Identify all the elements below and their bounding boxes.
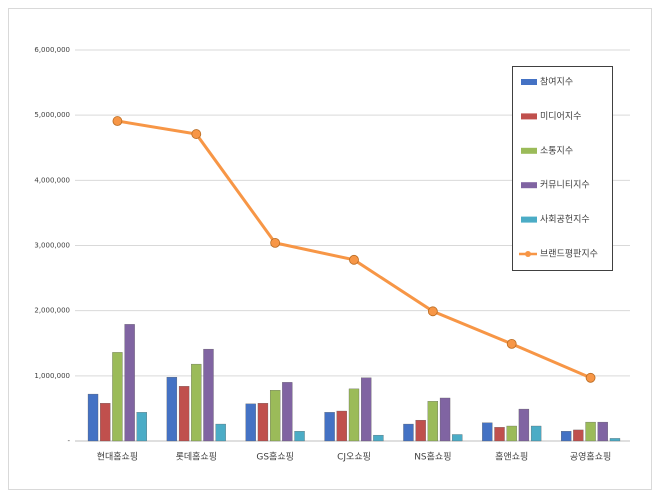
y-tick-label: 6,000,000	[34, 46, 70, 54]
legend-label: 소통지수	[540, 145, 573, 156]
bar	[415, 419, 426, 442]
bar	[439, 397, 451, 442]
bar	[136, 412, 147, 442]
bar	[573, 429, 584, 442]
x-tick-label: CJ오쇼핑	[337, 452, 371, 463]
legend-swatch	[521, 113, 537, 120]
bar	[518, 408, 530, 442]
legend-marker	[525, 251, 531, 257]
legend-swatch	[521, 79, 537, 85]
bar	[336, 410, 347, 442]
x-tick-label: GS홈쇼핑	[256, 451, 294, 463]
bar	[87, 393, 99, 442]
line-point	[506, 339, 517, 349]
legend-swatch	[521, 182, 537, 189]
y-tick-label: 1,000,000	[34, 372, 70, 380]
y-tick-label: -	[67, 437, 70, 445]
bar	[100, 403, 111, 442]
bar	[166, 376, 178, 442]
bar	[178, 386, 190, 442]
bar	[324, 412, 335, 442]
bar	[361, 377, 372, 442]
bar	[269, 390, 281, 442]
legend-swatch	[521, 147, 537, 154]
bar	[482, 422, 493, 442]
legend-label: 미디어지수	[540, 111, 581, 122]
bar	[124, 324, 135, 442]
line-point	[112, 116, 123, 126]
x-tick-label: 현대홈쇼핑	[97, 451, 138, 463]
bar	[494, 427, 505, 442]
bar	[452, 434, 463, 442]
line-point	[270, 237, 281, 248]
bar	[282, 382, 293, 442]
bar	[427, 401, 439, 442]
line-point	[191, 129, 202, 139]
line-point	[349, 254, 359, 265]
x-tick-label: 롯데홈쇼핑	[176, 451, 217, 463]
bar	[585, 421, 596, 442]
legend-swatch	[521, 216, 537, 223]
bar	[348, 388, 360, 442]
bar	[191, 363, 202, 442]
legend-label: 브랜드평판지수	[540, 249, 598, 260]
y-tick-label: 2,000,000	[34, 307, 70, 315]
bar	[112, 352, 123, 442]
legend-label: 참여지수	[540, 76, 573, 88]
x-tick-label: 공영홈쇼핑	[570, 451, 611, 463]
bar	[245, 403, 256, 442]
x-tick-label: NS홈쇼핑	[414, 451, 451, 463]
bar	[506, 425, 517, 442]
legend-label: 사회공헌지수	[540, 214, 590, 225]
line-point	[585, 372, 596, 383]
bar	[609, 438, 621, 442]
bar	[403, 423, 414, 442]
legend-box	[512, 66, 613, 271]
bar	[530, 425, 542, 442]
bar	[257, 403, 269, 442]
y-tick-label: 3,000,000	[34, 242, 70, 250]
line-point	[427, 306, 438, 317]
bar	[561, 431, 572, 442]
x-tick-label: 홈앤쇼핑	[495, 451, 528, 463]
legend-label: 커뮤니티지수	[540, 180, 590, 191]
bar	[203, 348, 214, 442]
y-tick-label: 4,000,000	[34, 176, 70, 184]
bar	[373, 434, 384, 442]
y-tick-label: 5,000,000	[34, 111, 70, 119]
bar	[215, 423, 226, 442]
bar	[597, 421, 608, 442]
bar	[294, 431, 305, 442]
